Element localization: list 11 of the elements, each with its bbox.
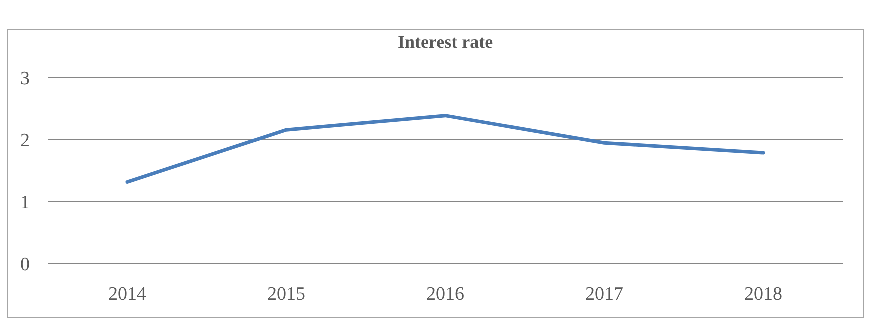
x-tick-label: 2014 xyxy=(108,284,147,305)
y-tick-label: 3 xyxy=(20,68,30,90)
x-tick-label: 2017 xyxy=(586,284,624,305)
y-tick-label: 2 xyxy=(20,130,30,152)
x-tick-label: 2018 xyxy=(744,284,782,305)
y-tick-label: 1 xyxy=(20,192,30,214)
line-series xyxy=(126,114,766,184)
x-tick-label: 2015 xyxy=(268,284,306,305)
chart-title: Interest rate xyxy=(398,32,494,52)
x-tick-label: 2016 xyxy=(426,284,464,305)
y-tick-label: 0 xyxy=(20,254,30,276)
